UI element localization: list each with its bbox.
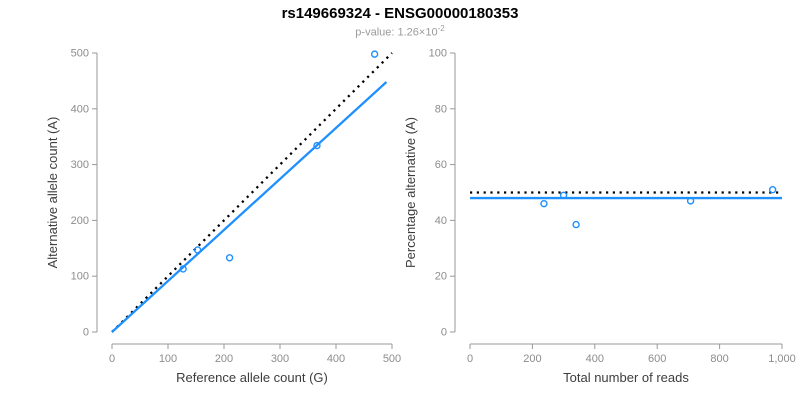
data-point bbox=[540, 199, 548, 208]
data-point bbox=[179, 265, 187, 273]
y-tick-label: 100 bbox=[429, 48, 447, 60]
data-point bbox=[313, 141, 321, 150]
x-tick-label: 400 bbox=[586, 353, 604, 365]
data-point bbox=[225, 254, 234, 262]
identity-line bbox=[111, 52, 393, 333]
figure-subtitle: p-value: 1.26×10-2 bbox=[0, 24, 800, 39]
y-tick-label: 40 bbox=[435, 215, 447, 227]
y-tick-label: 0 bbox=[441, 327, 447, 339]
data-point bbox=[193, 246, 202, 254]
p-value-text: p-value: 1.26×10 bbox=[355, 26, 438, 39]
x-tick-label: 800 bbox=[710, 353, 728, 365]
y-tick-label: 500 bbox=[71, 48, 89, 60]
data-point bbox=[768, 186, 777, 194]
y-axis-title: Alternative allele count (A) bbox=[45, 117, 60, 269]
figure-title: rs149669324 - ENSG00000180353 bbox=[281, 5, 519, 22]
data-point bbox=[572, 220, 580, 229]
x-axis-title: Total number of reads bbox=[563, 370, 689, 385]
y-tick-label: 60 bbox=[435, 159, 447, 171]
y-axis-title: Percentage alternative (A) bbox=[403, 117, 418, 268]
x-tick-label: 0 bbox=[109, 353, 115, 365]
x-tick-label: 600 bbox=[648, 353, 666, 365]
x-tick-label: 400 bbox=[327, 353, 345, 365]
p-value-exponent: -2 bbox=[437, 24, 445, 33]
x-tick-label: 300 bbox=[271, 353, 289, 365]
y-tick-label: 100 bbox=[71, 271, 89, 283]
y-tick-label: 0 bbox=[83, 327, 89, 339]
data-point bbox=[686, 197, 695, 205]
x-tick-label: 100 bbox=[159, 353, 177, 365]
x-tick-label: 500 bbox=[383, 353, 401, 365]
regression-line bbox=[111, 81, 388, 333]
y-tick-label: 80 bbox=[435, 103, 447, 115]
data-point bbox=[370, 50, 379, 58]
y-tick-label: 200 bbox=[71, 215, 89, 227]
x-tick-label: 1,000 bbox=[768, 353, 796, 365]
x-tick-label: 0 bbox=[467, 353, 473, 365]
y-tick-label: 400 bbox=[71, 103, 89, 115]
y-tick-label: 300 bbox=[71, 159, 89, 171]
x-tick-label: 200 bbox=[523, 353, 541, 365]
x-axis-title: Reference allele count (G) bbox=[176, 370, 328, 385]
x-tick-label: 200 bbox=[215, 353, 233, 365]
data-point bbox=[559, 191, 568, 199]
y-tick-label: 20 bbox=[435, 271, 447, 283]
